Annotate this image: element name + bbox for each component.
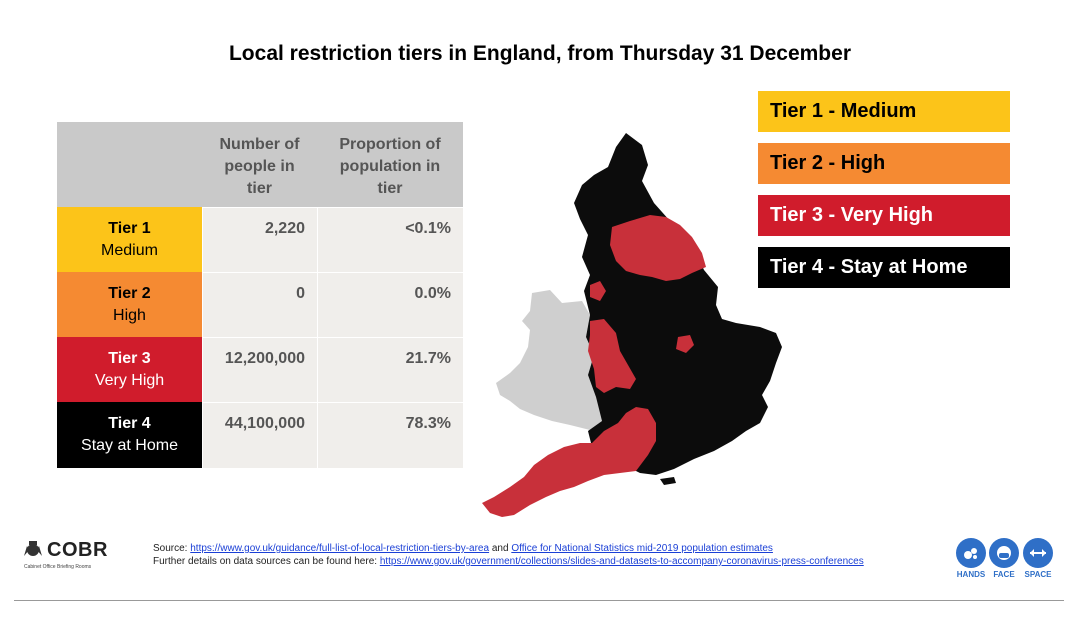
population-proportion: 0.0% <box>317 272 463 337</box>
legend-tier2: Tier 2 - High <box>758 143 1010 184</box>
people-count: 0 <box>202 272 317 337</box>
tier-cell-2: Tier 2 High <box>57 272 202 337</box>
header-proportion: Proportion of population in tier <box>317 122 463 207</box>
space-icon <box>1023 538 1053 568</box>
space-badge: SPACE <box>1022 538 1054 579</box>
tier-label: Tier 2 <box>108 284 151 302</box>
tier-name: Medium <box>101 241 158 259</box>
tier-label: Tier 1 <box>108 219 151 237</box>
face-mask-icon <box>989 538 1019 568</box>
tier-table: Number of people in tier Proportion of p… <box>57 122 463 468</box>
space-label: SPACE <box>1024 570 1052 579</box>
royal-crest-icon <box>24 541 42 556</box>
tier3-midlands <box>676 335 694 353</box>
tier-cell-1: Tier 1 Medium <box>57 207 202 272</box>
source-text: Source: https://www.gov.uk/guidance/full… <box>153 542 864 568</box>
tier3-yorkshire <box>610 215 706 281</box>
legend-tier1: Tier 1 - Medium <box>758 91 1010 132</box>
logo-name: COBR <box>47 539 108 561</box>
header-line: tier <box>247 180 272 197</box>
people-count: 12,200,000 <box>202 337 317 402</box>
tier3-southwest <box>482 407 656 517</box>
tier3-welsh-border <box>588 319 636 393</box>
hands-badge: HANDS <box>955 538 987 579</box>
further-details-link[interactable]: https://www.gov.uk/government/collection… <box>379 556 864 567</box>
face-badge: FACE <box>988 538 1020 579</box>
logo-subtitle: Cabinet Office Briefing Rooms <box>24 564 92 570</box>
source-link-tiers[interactable]: https://www.gov.uk/guidance/full-list-of… <box>190 543 490 554</box>
header-line: Number of <box>219 136 300 153</box>
face-label: FACE <box>993 570 1015 579</box>
source-and: and <box>489 543 512 554</box>
header-line: Proportion of <box>339 136 441 153</box>
table-header-blank <box>57 122 202 207</box>
page-title: Local restriction tiers in England, from… <box>228 42 851 65</box>
isle-of-wight <box>660 477 676 485</box>
tier-name: Stay at Home <box>81 437 178 454</box>
tier-cell-4: Tier 4 Stay at Home <box>57 402 202 468</box>
people-count: 2,220 <box>202 207 317 272</box>
population-proportion: 78.3% <box>317 402 463 468</box>
legend-tier4: Tier 4 - Stay at Home <box>758 247 1010 288</box>
tier-name: High <box>113 306 146 324</box>
source-prefix: Source: <box>153 543 191 554</box>
tier3-northwest <box>590 281 606 301</box>
footer-divider <box>14 600 1064 601</box>
population-proportion: 21.7% <box>317 337 463 402</box>
tier-label: Tier 3 <box>108 349 151 367</box>
population-proportion: <0.1% <box>317 207 463 272</box>
tier-label: Tier 4 <box>108 415 151 432</box>
header-number-of-people: Number of people in tier <box>202 122 317 207</box>
legend-tier3: Tier 3 - Very High <box>758 195 1010 236</box>
header-line: population in <box>339 158 441 175</box>
source-link-ons[interactable]: Office for National Statistics mid-2019 … <box>511 543 773 554</box>
tier-name: Very High <box>94 371 165 389</box>
england-tier4-region <box>574 133 782 475</box>
wales-region <box>496 290 602 430</box>
header-line: tier <box>377 180 403 197</box>
hands-label: HANDS <box>956 570 986 579</box>
people-count: 44,100,000 <box>202 402 317 468</box>
hands-icon <box>956 538 986 568</box>
further-prefix: Further details on data sources can be f… <box>153 556 380 567</box>
england-tier-map <box>482 133 782 517</box>
header-line: people in <box>224 158 295 175</box>
tier-cell-3: Tier 3 Very High <box>57 337 202 402</box>
